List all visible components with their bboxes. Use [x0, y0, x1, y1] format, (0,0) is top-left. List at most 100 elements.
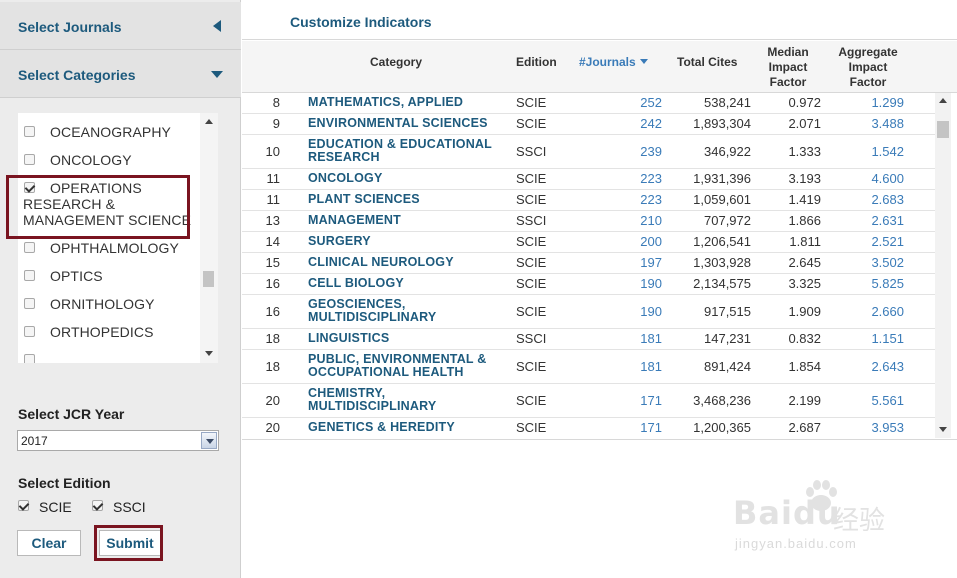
aggregate-impact-factor-link[interactable]: 5.561 [871, 393, 904, 408]
sort-descending-icon [639, 59, 648, 64]
edition-cell: SCIE [516, 304, 547, 319]
rank-cell: 8 [272, 95, 280, 110]
scie-label: SCIE [39, 499, 72, 515]
table-row[interactable]: 8 MATHEMATICS, APPLIED SCIE 252 538,241 0.972… [242, 93, 938, 114]
category-link[interactable]: CELL BIOLOGY [308, 276, 404, 290]
category-link[interactable]: GEOSCIENCES, MULTIDISCIPLINARY [308, 297, 437, 324]
aggregate-impact-factor-link[interactable]: 3.953 [871, 420, 904, 435]
chevron-left-icon [213, 20, 221, 32]
table-row[interactable]: 18 LINGUISTICS SSCI 181 147,231 0.832 1.151 [242, 329, 938, 350]
journals-count-link[interactable]: 210 [640, 213, 662, 228]
table-row[interactable]: 15 CLINICAL NEUROLOGY SCIE 197 1,303,928 2.64… [242, 253, 938, 274]
jcr-year-select[interactable]: 2017 [17, 430, 219, 451]
table-row[interactable]: 16 CELL BIOLOGY SCIE 190 2,134,575 3.325 5.825 [242, 274, 938, 295]
category-checkbox[interactable] [24, 242, 35, 253]
category-link[interactable]: CLINICAL NEUROLOGY [308, 255, 454, 269]
journals-count-link[interactable]: 242 [640, 116, 662, 131]
category-checkbox[interactable] [24, 154, 35, 165]
edition-cell: SCIE [516, 192, 547, 207]
aggregate-impact-factor-link[interactable]: 2.631 [871, 213, 904, 228]
total-cites-cell: 1,206,541 [693, 234, 751, 249]
aggregate-impact-factor-link[interactable]: 3.502 [871, 255, 904, 270]
journals-count-link[interactable]: 190 [640, 276, 662, 291]
category-link[interactable]: SURGERY [308, 234, 371, 248]
category-checkbox[interactable] [24, 126, 35, 137]
category-link[interactable]: LINGUISTICS [308, 331, 390, 345]
journals-count-link[interactable]: 181 [640, 359, 662, 374]
journals-count-link[interactable]: 223 [640, 192, 662, 207]
category-label: OCEANOGRAPHY [50, 124, 171, 140]
journals-count-link[interactable]: 181 [640, 331, 662, 346]
ssci-checkbox[interactable] [92, 500, 103, 511]
scroll-down-arrow-icon[interactable] [939, 427, 947, 432]
category-link[interactable]: ONCOLOGY [308, 171, 383, 185]
category-checkbox[interactable] [24, 298, 35, 309]
category-link[interactable]: MANAGEMENT [308, 213, 401, 227]
scroll-up-arrow-icon[interactable] [205, 119, 213, 124]
column-header-category[interactable]: Category [370, 55, 423, 69]
aggregate-impact-factor-link[interactable]: 4.600 [871, 171, 904, 186]
column-header-total-cites[interactable]: Total Cites [677, 55, 738, 69]
category-checkbox[interactable] [24, 326, 35, 337]
journals-count-link[interactable]: 197 [640, 255, 662, 270]
category-scrollbar[interactable] [200, 113, 218, 363]
submit-button[interactable]: Submit [99, 530, 161, 556]
aggregate-impact-factor-link[interactable]: 2.521 [871, 234, 904, 249]
table-row[interactable]: 11 PLANT SCIENCES SCIE 223 1,059,601 1.419 2.6… [242, 190, 938, 211]
aggregate-impact-factor-link[interactable]: 1.542 [871, 144, 904, 159]
category-checkbox[interactable] [24, 270, 35, 281]
aggregate-impact-factor-link[interactable]: 5.825 [871, 276, 904, 291]
aggregate-impact-factor-link[interactable]: 2.683 [871, 192, 904, 207]
category-link[interactable]: MATHEMATICS, APPLIED [308, 95, 464, 109]
clear-button[interactable]: Clear [17, 530, 81, 556]
scroll-up-arrow-icon[interactable] [939, 98, 947, 103]
table-row[interactable]: 16 GEOSCIENCES, MULTIDISCIPLINARY SCIE 190 9… [242, 295, 938, 329]
category-link[interactable]: CHEMISTRY, MULTIDISCIPLINARY [308, 386, 437, 413]
scrollbar-thumb[interactable] [203, 271, 214, 287]
aggregate-impact-factor-link[interactable]: 3.488 [871, 116, 904, 131]
scie-checkbox[interactable] [18, 500, 29, 511]
aggregate-impact-factor-link[interactable]: 2.660 [871, 304, 904, 319]
category-label: ORTHOPEDICS [50, 324, 154, 340]
category-link[interactable]: EDUCATION & EDUCATIONAL RESEARCH [308, 137, 492, 164]
edition-cell: SCIE [516, 276, 547, 291]
table-row[interactable]: 10 EDUCATION & EDUCATIONAL RESEARCH SSCI 23… [242, 135, 938, 169]
table-row[interactable]: 11 ONCOLOGY SCIE 223 1,931,396 3.193 4.600 [242, 169, 938, 190]
journals-count-link[interactable]: 171 [640, 393, 662, 408]
table-row[interactable]: 20 GENETICS & HEREDITY SCIE 171 1,200,365 2.6… [242, 418, 938, 438]
journals-count-link[interactable]: 200 [640, 234, 662, 249]
category-link[interactable]: ENVIRONMENTAL SCIENCES [308, 116, 488, 130]
journals-count-link[interactable]: 190 [640, 304, 662, 319]
journals-count-link[interactable]: 252 [640, 95, 662, 110]
table-row[interactable]: 18 PUBLIC, ENVIRONMENTAL & OCCUPATIONAL H… [242, 350, 938, 384]
category-checkbox[interactable] [24, 354, 35, 363]
journals-count-link[interactable]: 171 [640, 420, 662, 435]
select-journals-title: Select Journals [18, 19, 122, 35]
customize-indicators-link[interactable]: Customize Indicators [290, 14, 432, 30]
column-header-journals[interactable]: #Journals [579, 55, 648, 70]
category-checkbox[interactable] [24, 182, 35, 193]
paw-icon [806, 480, 837, 511]
journals-count-link[interactable]: 223 [640, 171, 662, 186]
scroll-down-arrow-icon[interactable] [205, 351, 213, 356]
table-scrollbar[interactable] [935, 93, 951, 438]
select-journals-header[interactable]: Select Journals [0, 2, 241, 50]
category-label: OPERATIONS RESEARCH & MANAGEMENT SCIENCE [23, 180, 192, 228]
table-row[interactable]: 20 CHEMISTRY, MULTIDISCIPLINARY SCIE 171 3,4… [242, 384, 938, 418]
scrollbar-thumb[interactable] [937, 121, 949, 138]
select-categories-header[interactable]: Select Categories [0, 50, 241, 98]
column-header-median-impact-factor[interactable]: Median Impact Factor [767, 45, 809, 89]
column-header-aggregate-impact-factor[interactable]: Aggregate Impact Factor [838, 45, 898, 89]
category-link[interactable]: PLANT SCIENCES [308, 192, 420, 206]
column-header-edition[interactable]: Edition [516, 55, 557, 69]
table-row[interactable]: 14 SURGERY SCIE 200 1,206,541 1.811 2.521 [242, 232, 938, 253]
aggregate-impact-factor-link[interactable]: 1.151 [871, 331, 904, 346]
category-link[interactable]: GENETICS & HEREDITY [308, 420, 455, 434]
journals-count-link[interactable]: 239 [640, 144, 662, 159]
table-row[interactable]: 9 ENVIRONMENTAL SCIENCES SCIE 242 1,893,304 2… [242, 114, 938, 135]
dropdown-arrow-icon[interactable] [201, 432, 217, 449]
aggregate-impact-factor-link[interactable]: 1.299 [871, 95, 904, 110]
aggregate-impact-factor-link[interactable]: 2.643 [871, 359, 904, 374]
table-row[interactable]: 13 MANAGEMENT SSCI 210 707,972 1.866 2.631 [242, 211, 938, 232]
category-link[interactable]: PUBLIC, ENVIRONMENTAL & OCCUPATIONAL HEA… [308, 352, 487, 379]
